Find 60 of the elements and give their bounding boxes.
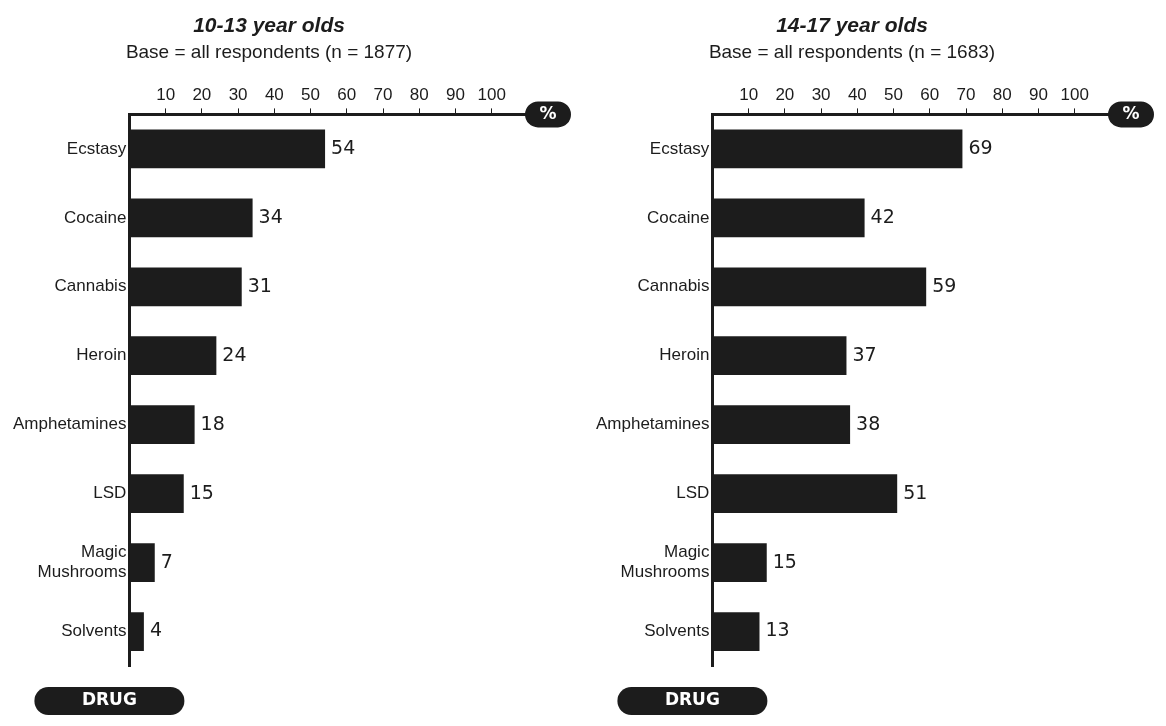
y-tick-label: Heroin: [76, 345, 127, 365]
data-label: 51: [903, 480, 928, 503]
x-tick-label: 90: [446, 84, 465, 104]
x-tick-label: 50: [884, 84, 904, 104]
data-label: 18: [200, 411, 225, 434]
chart-title: 14-17 year olds: [776, 13, 928, 37]
x-tick-label: 70: [373, 84, 393, 104]
y-tick-label: Cannabis: [637, 276, 710, 296]
y-axis-title: DRUG: [664, 689, 720, 710]
data-label: 54: [331, 135, 356, 158]
data-label: 31: [247, 273, 272, 296]
chart-subtitle: Base = all respondents (n = 1683): [708, 40, 996, 62]
x-tick-label: 90: [1029, 84, 1048, 104]
data-label: 7: [160, 549, 173, 572]
y-axis-title: DRUG: [81, 689, 137, 710]
y-tick-label: Magic Mushrooms: [37, 542, 127, 582]
x-axis-title: %: [1122, 102, 1140, 123]
x-tick-label: 40: [264, 84, 284, 104]
data-label: 15: [772, 549, 797, 572]
data-label: 4: [149, 618, 162, 641]
y-tick-label: Solvents: [644, 621, 710, 641]
x-tick-label: 70: [956, 84, 976, 104]
x-tick-label: 40: [847, 84, 867, 104]
data-label: 37: [852, 342, 877, 365]
x-tick-label: 50: [301, 84, 321, 104]
y-tick-label: Heroin: [659, 345, 710, 365]
data-label: 24: [222, 342, 247, 365]
data-label: 59: [932, 273, 957, 296]
y-tick-label: Amphetamines: [596, 414, 710, 434]
x-tick-label: 20: [192, 84, 212, 104]
y-tick-label: Cocaine: [64, 207, 127, 227]
data-label: 15: [189, 480, 214, 503]
chart-subtitle: Base = all respondents (n = 1877): [125, 40, 413, 62]
x-tick-label: 30: [228, 84, 248, 104]
y-tick-label: LSD: [93, 483, 127, 503]
x-tick-label: 60: [920, 84, 940, 104]
y-tick-label: Magic Mushrooms: [620, 542, 710, 582]
y-tick-label: Ecstasy: [649, 138, 710, 158]
x-tick-label: 80: [409, 84, 429, 104]
data-label: 42: [870, 204, 895, 227]
x-tick-label: 100: [1060, 84, 1089, 104]
y-tick-label: Cocaine: [647, 207, 710, 227]
x-tick-label: 20: [775, 84, 795, 104]
data-label: 13: [765, 618, 790, 641]
x-tick-label: 60: [337, 84, 357, 104]
x-tick-label: 10: [739, 84, 759, 104]
y-tick-label: Ecstasy: [66, 138, 127, 158]
x-tick-label: 100: [477, 84, 506, 104]
x-axis-title: %: [539, 102, 557, 123]
chart-title: 10-13 year olds: [193, 13, 345, 37]
data-label: 38: [856, 411, 881, 434]
x-tick-label: 10: [156, 84, 176, 104]
data-label: 34: [258, 204, 283, 227]
data-label: 69: [968, 135, 993, 158]
y-tick-label: Amphetamines: [13, 414, 127, 434]
x-tick-label: 80: [992, 84, 1012, 104]
y-tick-label: Solvents: [61, 621, 127, 641]
y-tick-label: LSD: [676, 483, 710, 503]
y-tick-label: Cannabis: [54, 276, 127, 296]
x-tick-label: 30: [811, 84, 831, 104]
